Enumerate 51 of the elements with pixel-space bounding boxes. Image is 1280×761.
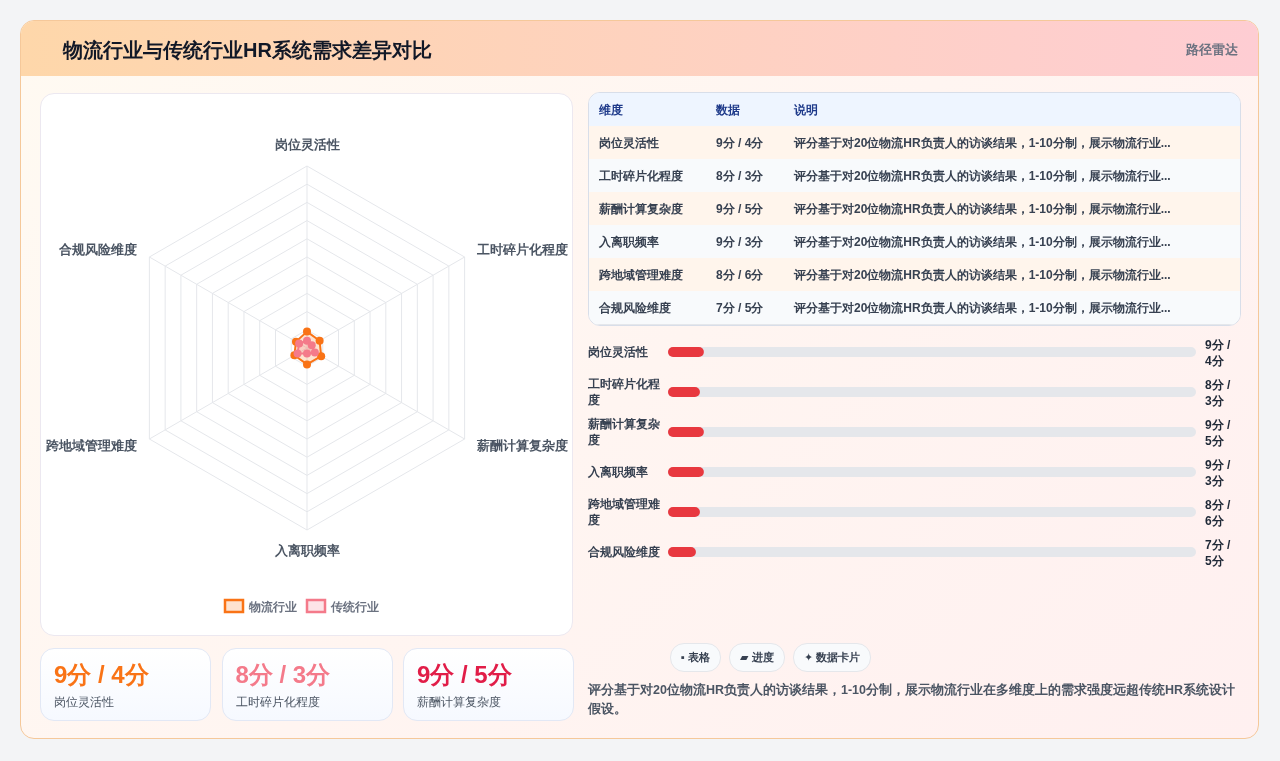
text: 评分基于对20位物流HR负责人的访谈结果，1-10分制，展示物流行业... <box>794 135 1171 152</box>
text: 8分 / 3分 <box>235 660 331 690</box>
text: 岗位灵活性 <box>54 694 114 711</box>
data-label: 8分 / 3分 <box>1205 378 1232 408</box>
legend-label: 传统行业 <box>330 600 379 614</box>
spoke-label: 薪酬计算复杂度 <box>476 438 569 454</box>
text: 9分 / 4分 <box>54 660 149 690</box>
text: 薪酬计算复杂度 <box>417 694 501 711</box>
spoke-label: 入离职频率 <box>273 542 340 558</box>
text: 评分基于对20位物流HR负责人的访谈结果，1-10分制，展示物流行业... <box>794 300 1171 317</box>
spoke-label: 工时碎片化程度 <box>476 241 569 257</box>
data-label: 9分 / 3分 <box>1205 458 1232 488</box>
y-tick-label: 跨地域管理难度 <box>587 497 660 527</box>
text: 维度 <box>599 102 623 119</box>
text: 7分 / 5分 <box>716 300 764 317</box>
y-tick-label: 工时碎片化程度 <box>587 377 660 407</box>
text: 评分基于对20位物流HR负责人的访谈结果，1-10分制，展示物流行业... <box>794 234 1171 251</box>
text: 合规风险维度 <box>599 300 671 317</box>
text: 薪酬计算复杂度 <box>599 201 683 218</box>
text: 数据 <box>716 102 740 119</box>
text: 物流行业与传统行业HR系统需求差异对比 <box>63 38 432 63</box>
text: 8分 / 3分 <box>716 168 764 185</box>
spoke-label: 岗位灵活性 <box>274 137 340 153</box>
text: ▰ 进度 <box>729 643 785 672</box>
spoke-label: 合规风险维度 <box>57 241 137 257</box>
data-label: 7分 / 5分 <box>1205 538 1232 568</box>
text: 9分 / 5分 <box>417 660 512 690</box>
y-tick-label: 入离职频率 <box>587 465 648 479</box>
text: 评分基于对20位物流HR负责人的访谈结果，1-10分制，展示物流行业... <box>794 168 1171 185</box>
text: 评分基于对20位物流HR负责人的访谈结果，1-10分制，展示物流行业在多维度上的需求强度远超传统HR系统设计假设。 <box>588 681 1237 718</box>
text: 9分 / 3分 <box>716 234 764 251</box>
data-label: 8分 / 6分 <box>1205 498 1232 528</box>
data-label: 9分 / 5分 <box>1205 418 1232 448</box>
y-tick-label: 合规风险维度 <box>587 545 660 559</box>
y-tick-label: 岗位灵活性 <box>588 345 648 359</box>
text: 工时碎片化程度 <box>235 694 320 711</box>
text: 路径雷达 <box>1186 41 1238 59</box>
text: 跨地域管理难度 <box>599 267 683 284</box>
spoke-label: 跨地域管理难度 <box>44 438 137 454</box>
text: 说明 <box>794 102 818 119</box>
text: 工时碎片化程度 <box>599 168 683 185</box>
data-label: 9分 / 4分 <box>1205 338 1232 368</box>
legend-label: 物流行业 <box>248 600 297 614</box>
text: 评分基于对20位物流HR负责人的访谈结果，1-10分制，展示物流行业... <box>794 267 1171 284</box>
text: 9分 / 5分 <box>716 201 764 218</box>
text: 9分 / 4分 <box>716 135 764 152</box>
y-tick-label: 薪酬计算复杂度 <box>587 417 660 447</box>
text: 8分 / 6分 <box>716 267 764 284</box>
text: 评分基于对20位物流HR负责人的访谈结果，1-10分制，展示物流行业... <box>794 201 1171 218</box>
text: ▪ 表格 <box>670 643 721 672</box>
text: ✦ 数据卡片 <box>793 643 872 672</box>
